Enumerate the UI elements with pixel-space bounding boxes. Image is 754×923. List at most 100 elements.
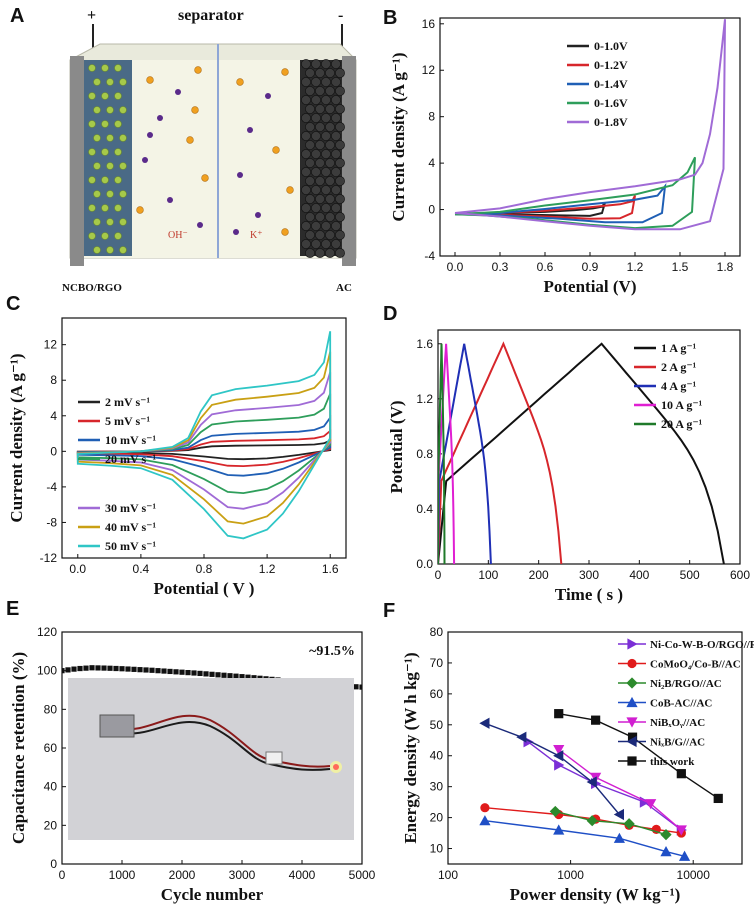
ac-particle — [325, 86, 335, 96]
separator-title: separator — [178, 7, 244, 24]
ac-particle — [325, 194, 335, 204]
connector — [265, 751, 283, 765]
data-marker — [627, 658, 637, 669]
ncbo-particle — [93, 190, 101, 198]
legend-label: 0-1.2V — [594, 58, 628, 72]
ac-particle — [305, 158, 315, 168]
y-tick-label: 0 — [50, 444, 57, 458]
data-marker — [678, 850, 691, 861]
retention-marker — [143, 667, 149, 673]
data-marker — [626, 717, 638, 728]
k-ion — [255, 212, 261, 218]
y-tick-label: 120 — [37, 625, 57, 639]
data-marker — [675, 825, 687, 836]
data-marker — [479, 815, 491, 826]
ac-particle — [315, 122, 325, 132]
ac-particle — [305, 104, 315, 114]
ac-particle — [335, 248, 345, 258]
retention-marker — [65, 667, 71, 673]
chart-c: 0.0 0.4 0.8 1.2 1.6 -12 -8 -4 0 4 8 12 Potential ( V… — [7, 317, 347, 598]
ac-particle — [331, 167, 341, 177]
ac-particle — [331, 221, 341, 231]
gcd-curve — [438, 343, 446, 564]
ncbo-particles — [88, 64, 127, 254]
ac-particle — [331, 149, 341, 159]
y-tick-label: 4 — [50, 409, 57, 423]
y-axis-title: Current density (A g⁻¹) — [389, 52, 408, 221]
chart-b: 0.0 0.3 0.6 0.9 1.2 1.5 1.8 -4 0 4 8 12 16 Potential … — [389, 17, 741, 296]
x-tick-label: 200 — [529, 568, 549, 582]
retention-marker — [131, 666, 137, 672]
ncbo-particle — [93, 162, 101, 170]
y-tick-label: 70 — [430, 656, 444, 670]
retention-marker — [167, 668, 173, 675]
ac-particle — [301, 203, 311, 213]
y-tick-label: 1.2 — [416, 392, 433, 406]
legend-label: 2 mV s⁻¹ — [105, 395, 150, 409]
retention-marker — [83, 665, 89, 671]
data-marker — [479, 717, 490, 729]
ac-particle — [331, 113, 341, 123]
panel-letter-a: A — [10, 5, 24, 27]
ncbo-particle — [101, 176, 109, 184]
y-tick-label: 12 — [422, 63, 436, 77]
retention-marker — [227, 673, 233, 679]
ncbo-particle — [106, 134, 114, 142]
cv-curve — [76, 393, 332, 495]
ac-particle — [335, 158, 345, 168]
ncbo-particle — [93, 78, 101, 86]
retention-marker — [233, 673, 239, 679]
cv-curve — [76, 428, 332, 468]
retention-marker — [113, 665, 119, 672]
cv-curve — [76, 439, 332, 461]
data-marker — [553, 750, 564, 762]
y-tick-label: 0.4 — [416, 502, 433, 516]
x-tick-label: 0.3 — [492, 260, 509, 274]
y-tick-label: 12 — [44, 338, 58, 352]
plot-area — [454, 19, 726, 231]
retention-marker — [251, 675, 257, 681]
y-tick-label: 50 — [430, 718, 444, 732]
ac-particle — [311, 77, 321, 87]
ncbo-particle — [101, 232, 109, 240]
y-tick-label: 0.0 — [416, 557, 433, 571]
ncbo-particle — [119, 134, 127, 142]
ncbo-particle — [106, 106, 114, 114]
retention-marker — [107, 665, 113, 671]
ac-particle — [311, 131, 321, 141]
ncbo-particle — [114, 148, 122, 156]
legend-label: Ni₂B/RGO//AC — [650, 678, 722, 690]
legend-label: NiₓB/G//AC — [650, 737, 705, 749]
oh-ion — [201, 174, 209, 182]
ac-particle — [301, 239, 311, 249]
retention-marker — [191, 670, 197, 676]
cv-curve — [454, 19, 726, 231]
ac-particle — [315, 158, 325, 168]
legend-label: 20 mV s⁻¹ — [105, 452, 156, 466]
x-tick-label: 0 — [435, 568, 442, 582]
ac-particle — [311, 59, 321, 69]
k-ion — [237, 172, 243, 178]
chart-e: 0 1000 2000 3000 4000 5000 0 20 40 60 80 100 120 Cycl… — [9, 625, 376, 904]
data-marker — [660, 829, 672, 841]
retention-marker — [95, 665, 101, 671]
data-marker — [660, 846, 672, 857]
ac-particle — [311, 221, 321, 231]
oh-ion — [236, 78, 244, 86]
retention-marker — [125, 666, 131, 672]
x-tick-label: 1000 — [109, 868, 136, 882]
ncbo-particle — [106, 78, 114, 86]
x-tick-label: 1.6 — [322, 562, 339, 576]
oh-ion — [146, 76, 154, 84]
oh-ion — [136, 206, 144, 214]
x-tick-label: 0 — [59, 868, 66, 882]
ac-particle — [305, 248, 315, 258]
data-marker — [623, 818, 635, 830]
ac-particle — [301, 167, 311, 177]
ac-particle — [315, 140, 325, 150]
data-marker — [516, 731, 527, 743]
ac-particle — [305, 122, 315, 132]
legend-label: 20 A g⁻¹ — [661, 417, 703, 431]
x-tick-label: 0.4 — [133, 562, 150, 576]
legend-label: 10 A g⁻¹ — [661, 398, 703, 412]
